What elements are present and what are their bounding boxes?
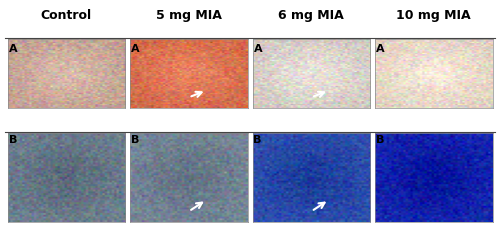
Text: 6 mg MIA: 6 mg MIA — [278, 9, 344, 22]
Text: A: A — [254, 44, 262, 54]
Text: B: B — [376, 135, 384, 145]
Text: A: A — [376, 44, 384, 54]
Text: B: B — [131, 135, 140, 145]
Text: 5 mg MIA: 5 mg MIA — [156, 9, 222, 22]
Text: 10 mg MIA: 10 mg MIA — [396, 9, 471, 22]
Text: B: B — [254, 135, 262, 145]
Text: A: A — [131, 44, 140, 54]
Text: B: B — [8, 135, 17, 145]
Text: Control: Control — [40, 9, 92, 22]
Text: A: A — [8, 44, 17, 54]
